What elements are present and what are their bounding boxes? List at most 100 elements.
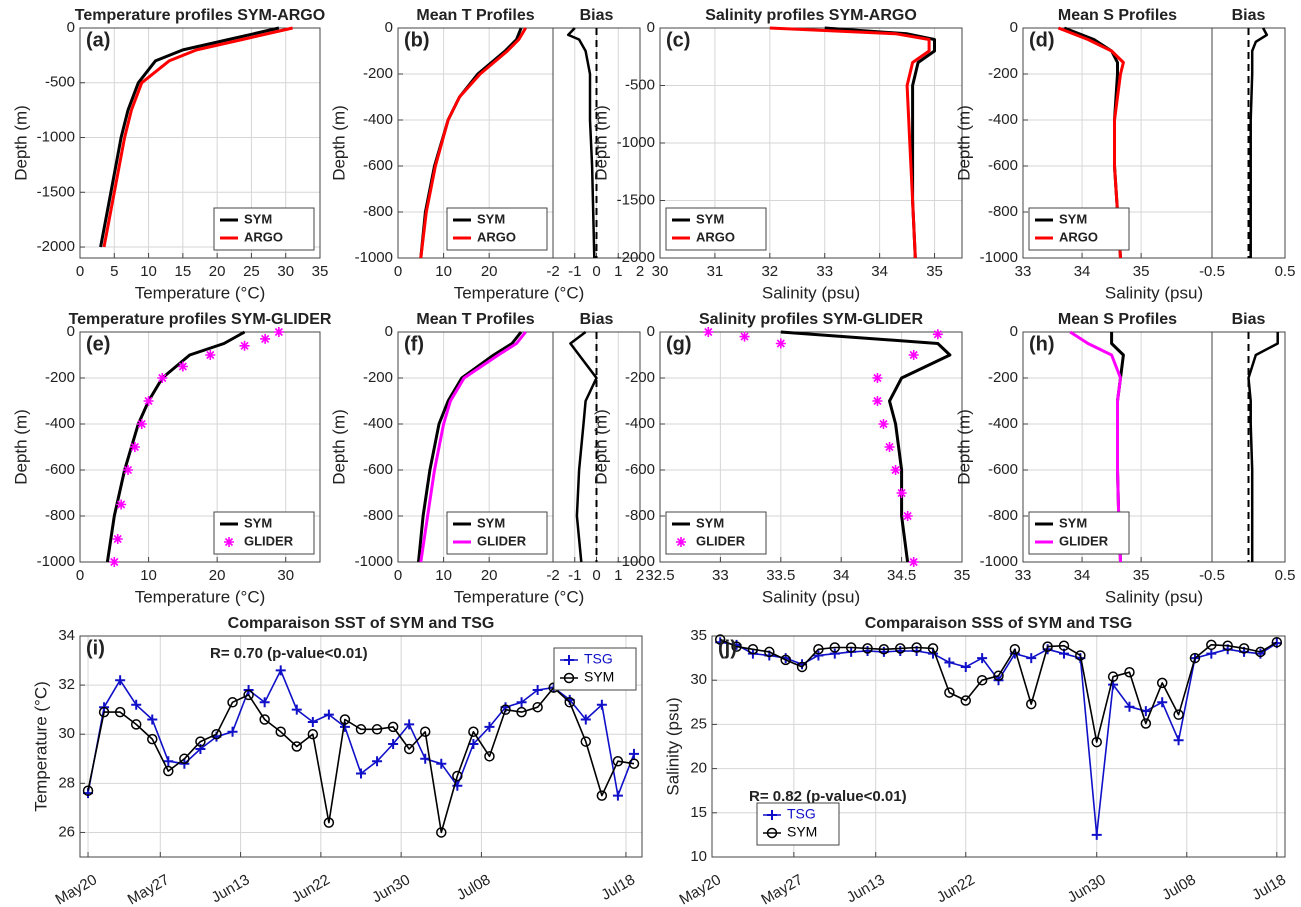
y-tick-label: 0 — [67, 19, 75, 36]
x-tick-label: 5 — [110, 263, 118, 280]
legend-label: SYM — [1059, 515, 1087, 530]
data-line — [417, 331, 523, 563]
x-tick-label: -1 — [568, 263, 581, 280]
annotation: R= 0.82 (p-value<0.01) — [749, 788, 907, 805]
marker — [1255, 646, 1266, 658]
marker — [532, 685, 543, 696]
marker — [115, 675, 126, 686]
legend-label: ARGO — [477, 229, 516, 244]
panel: -0.5 0.5 Bias — [1199, 7, 1295, 280]
legend-label: SYM — [244, 211, 272, 226]
x-tick-label: 35 — [954, 567, 971, 584]
y-tick-label: 34 — [58, 627, 75, 644]
legend-box — [665, 511, 767, 555]
marker — [862, 643, 873, 654]
y-axis-label: Salinity (psu) — [663, 697, 682, 795]
legend-label: ARGO — [696, 229, 735, 244]
x-tick-label: 34 — [1074, 567, 1091, 584]
x-tick-label: 25 — [243, 263, 260, 280]
marker — [387, 721, 399, 733]
marker — [884, 442, 895, 452]
marker — [109, 557, 120, 567]
legend-box — [446, 207, 548, 251]
marker — [596, 790, 608, 801]
x-tick-label: 10 — [140, 567, 157, 584]
marker — [195, 736, 206, 747]
marker — [419, 726, 431, 738]
marker — [114, 706, 126, 718]
marker — [872, 373, 883, 383]
y-tick-label: -800 — [363, 507, 393, 524]
y-tick-label: 0 — [1010, 323, 1018, 340]
y-axis-label: Depth (m) — [591, 105, 610, 181]
data-line — [780, 330, 952, 563]
marker — [98, 706, 110, 718]
panel: 33 34 35 0 -200 -400 -600 -800 -1000 Mean S Profi… — [954, 7, 1213, 302]
marker — [484, 721, 495, 732]
x-tick-label: 33 — [712, 567, 729, 584]
marker — [1189, 652, 1201, 664]
marker — [123, 465, 133, 475]
plot-frame — [659, 331, 963, 563]
marker — [612, 790, 623, 801]
data-line — [1069, 330, 1122, 563]
y-tick-label: -400 — [625, 415, 655, 432]
x-tick-label: 34 — [1074, 263, 1091, 280]
y-tick-label: -200 — [988, 369, 1018, 386]
x-tick-label: 20 — [481, 567, 498, 584]
x-tick-label: 20 — [209, 263, 226, 280]
marker — [1091, 829, 1102, 840]
marker — [1173, 735, 1184, 746]
y-tick-label: 0 — [385, 19, 393, 36]
y-tick-label: 30 — [58, 725, 75, 742]
y-tick-label: 0 — [1010, 19, 1018, 36]
x-tick-label: 20 — [209, 567, 226, 584]
x-tick-label: May27 — [125, 871, 172, 907]
y-axis-label: Depth (m) — [954, 105, 973, 181]
marker — [1025, 698, 1037, 710]
marker — [436, 827, 447, 838]
data-line — [87, 686, 635, 834]
marker — [147, 714, 158, 725]
y-tick-label: -200 — [988, 65, 1018, 82]
y-tick-label: 0 — [385, 323, 393, 340]
y-tick-label: -800 — [625, 507, 655, 524]
marker — [829, 648, 840, 659]
marker — [323, 709, 334, 720]
x-axis-label: Temperature (°C) — [135, 587, 266, 606]
marker — [1238, 643, 1250, 654]
chart-title: Mean S Profiles — [1058, 311, 1177, 328]
marker — [211, 728, 222, 740]
x-axis-label: Salinity (psu) — [762, 283, 860, 302]
marker — [796, 661, 808, 673]
y-tick-label: 0 — [647, 323, 655, 340]
marker — [163, 756, 174, 767]
plot-frame — [79, 331, 321, 563]
y-tick-label: -400 — [363, 415, 393, 432]
y-tick-label: -1000 — [37, 553, 75, 570]
legend-box — [446, 511, 548, 555]
y-tick-label: 32 — [58, 676, 75, 693]
plot-frame — [659, 27, 963, 259]
panel: May20 May27 Jun13 Jun22 Jun30 Jul08 Jul18 10 15 2… — [663, 615, 1288, 907]
chart-title: Salinity profiles SYM-GLIDER — [699, 311, 923, 328]
marker — [205, 350, 216, 360]
marker — [944, 687, 955, 698]
y-tick-label: -800 — [988, 507, 1018, 524]
marker — [388, 739, 399, 750]
marker — [902, 511, 913, 521]
chart-title: Comparaison SST of SYM and TSG — [228, 615, 495, 632]
marker — [275, 726, 286, 738]
y-tick-label: -800 — [363, 203, 393, 220]
chart-title: Comparaison SSS of SYM and TSG — [865, 615, 1133, 632]
chart-title: Bias — [1232, 7, 1266, 24]
y-axis-label: Temperature (°C) — [31, 681, 50, 812]
marker — [532, 701, 543, 713]
x-tick-label: Jun30 — [369, 871, 413, 906]
marker — [436, 758, 447, 769]
marker — [1124, 701, 1135, 712]
panel: 0 10 20 0 -200 -400 -600 -800 -1000 Mean T Profil… — [329, 311, 584, 606]
marker — [1206, 648, 1217, 659]
x-tick-label: 10 — [140, 263, 157, 280]
marker — [500, 704, 511, 715]
